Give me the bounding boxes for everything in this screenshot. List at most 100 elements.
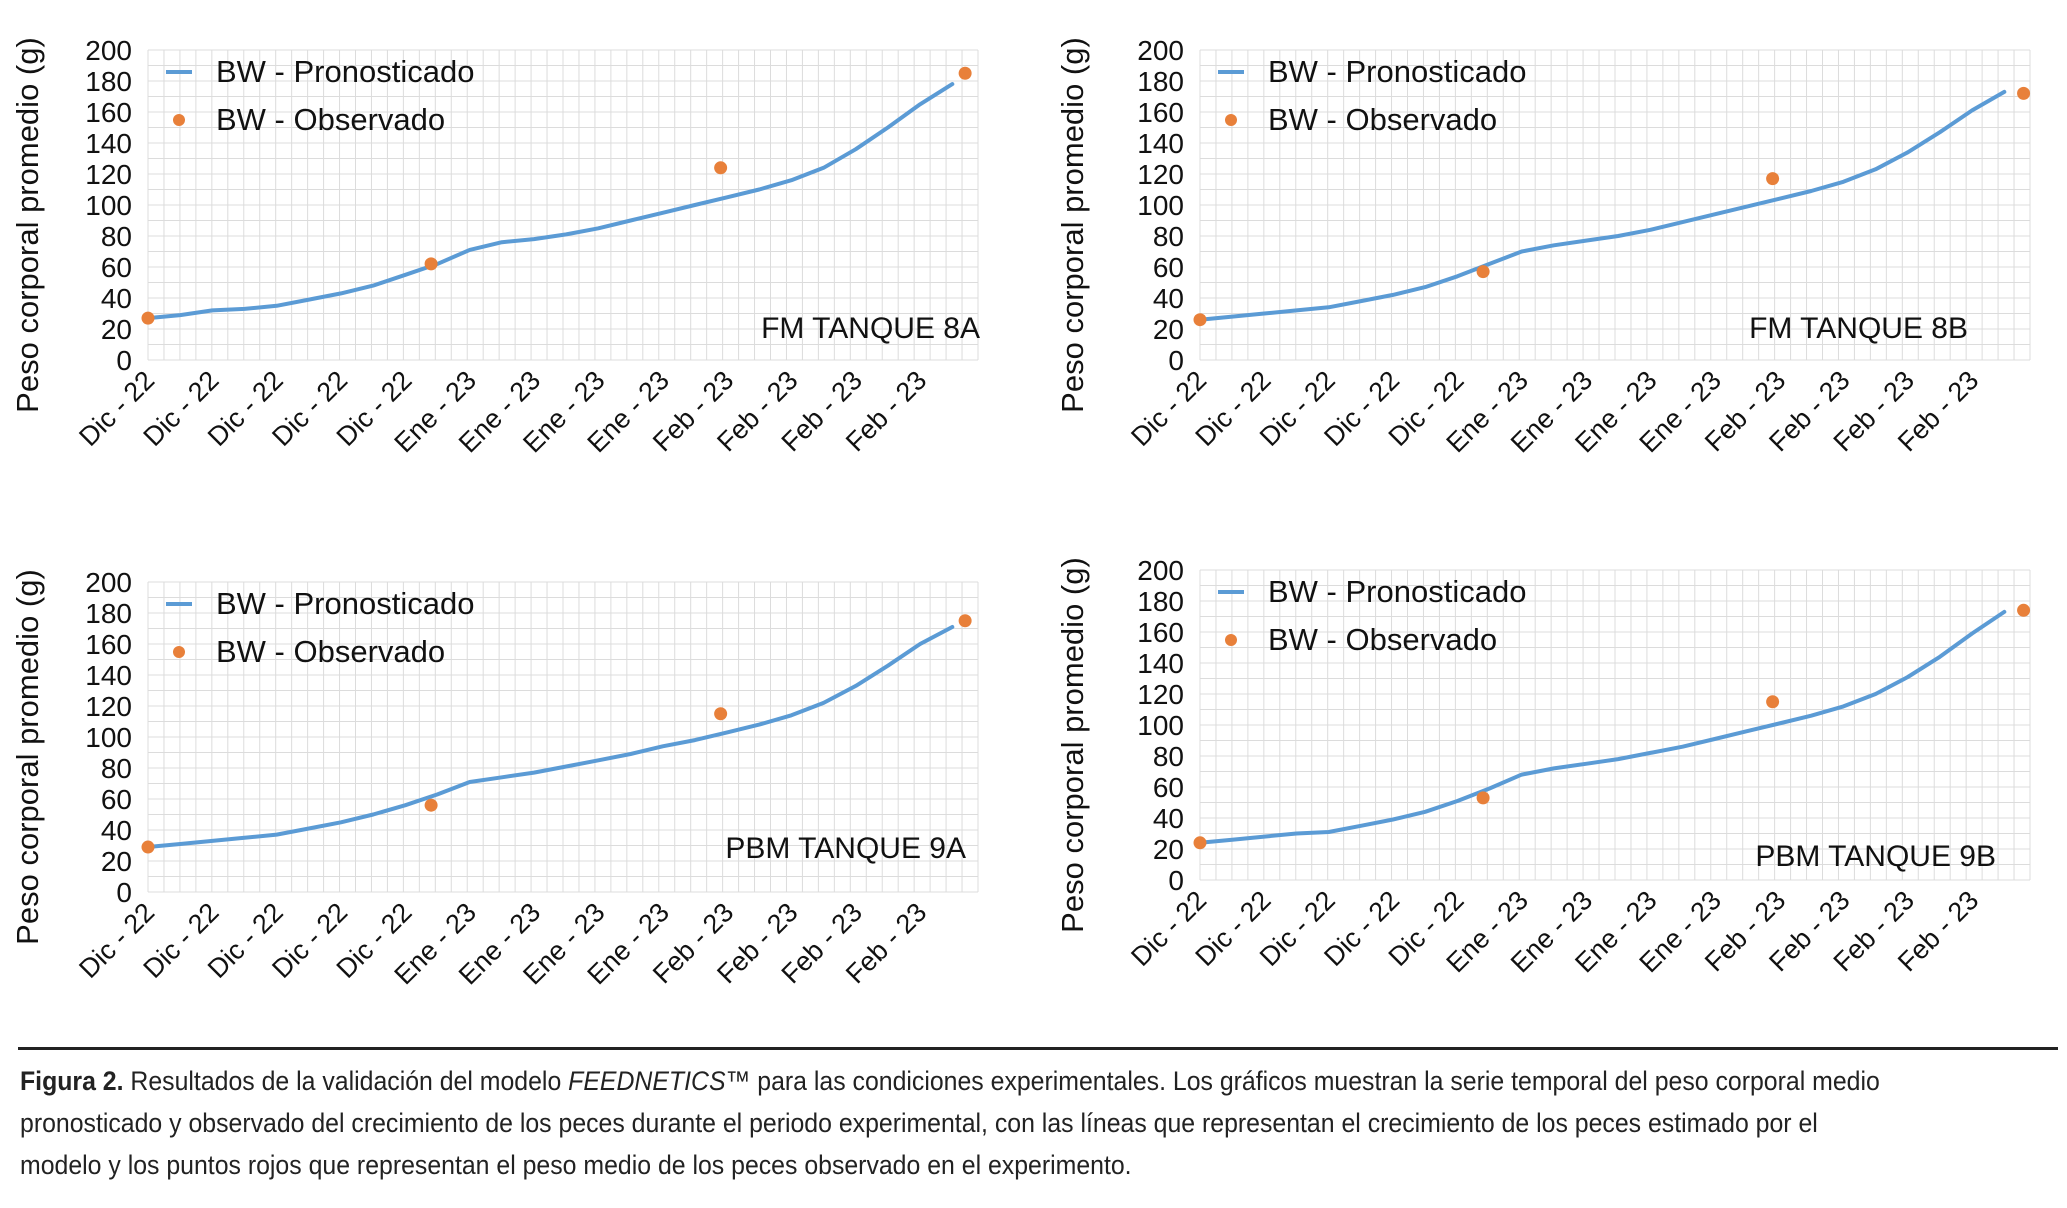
y-axis-label: Peso corporal promedio (g) (1055, 557, 1090, 933)
observed-point (2017, 86, 2031, 100)
figure-caption: Figura 2. Resultados de la validación de… (20, 1060, 1888, 1186)
caption-text-before: Resultados de la validación del modelo (123, 1066, 569, 1096)
y-tick-label: 120 (85, 159, 132, 190)
y-tick-label: 80 (1153, 741, 1184, 772)
grid (1199, 49, 2031, 361)
y-axis-label: Peso corporal promedio (g) (10, 569, 45, 945)
legend: BW - Pronosticado BW - Observado (1218, 54, 1526, 137)
y-tick-label: 20 (101, 846, 132, 877)
series-line-forecast (146, 625, 955, 849)
tank-label: FM TANQUE 8A (761, 312, 980, 345)
observed-point (958, 614, 972, 628)
y-tick-label: 80 (101, 221, 132, 252)
y-tick-label: 200 (85, 567, 132, 598)
observed-point (141, 840, 155, 854)
observed-point (1476, 265, 1490, 279)
caption-model-name: FEEDNETICS™ (568, 1066, 751, 1096)
observed-point (714, 161, 728, 175)
legend-swatch-dot (1225, 114, 1237, 126)
y-tick-label: 100 (1137, 190, 1184, 221)
observed-point (1193, 836, 1207, 850)
y-tick-label: 180 (85, 66, 132, 97)
y-tick-label: 0 (116, 877, 132, 908)
y-tick-label: 20 (101, 314, 132, 345)
grid (1199, 569, 2031, 881)
y-tick-label: 120 (1137, 679, 1184, 710)
y-tick-label: 60 (101, 784, 132, 815)
tank-label: FM TANQUE 8B (1749, 312, 1968, 345)
y-tick-label: 160 (1137, 617, 1184, 648)
legend-label: BW - Observado (216, 634, 445, 669)
observed-point (1193, 313, 1207, 327)
y-tick-label: 0 (1168, 865, 1184, 896)
legend-label: BW - Observado (1268, 102, 1497, 137)
y-tick-label: 40 (101, 283, 132, 314)
y-tick-label: 180 (1137, 66, 1184, 97)
legend-swatch-dot (173, 646, 185, 658)
caption-label: Figura 2. (20, 1066, 124, 1096)
y-axis-label: Peso corporal promedio (g) (10, 37, 45, 413)
y-tick-label: 80 (1153, 221, 1184, 252)
observed-point (141, 311, 155, 325)
y-tick-label: 40 (1153, 283, 1184, 314)
observed-point (424, 798, 438, 812)
tank-label: PBM TANQUE 9A (725, 832, 966, 865)
y-tick-label: 160 (85, 629, 132, 660)
y-tick-label: 60 (101, 252, 132, 283)
legend-label: BW - Observado (216, 102, 445, 137)
y-tick-label: 20 (1153, 834, 1184, 865)
y-tick-label: 200 (1137, 35, 1184, 66)
grid (147, 49, 979, 361)
y-tick-label: 180 (1137, 586, 1184, 617)
series-line-forecast (146, 82, 955, 321)
legend-label: BW - Pronosticado (216, 54, 474, 89)
legend: BW - Pronosticado BW - Observado (166, 54, 474, 137)
y-tick-label: 0 (116, 345, 132, 376)
observed-point (714, 707, 728, 721)
caption-divider (18, 1047, 2058, 1050)
y-axis-label: Peso corporal promedio (g) (1055, 37, 1090, 413)
legend: BW - Pronosticado BW - Observado (1218, 574, 1526, 657)
legend-label: BW - Pronosticado (216, 586, 474, 621)
observed-point (1476, 791, 1490, 805)
y-tick-label: 0 (1168, 345, 1184, 376)
observed-point (1766, 695, 1780, 709)
y-tick-label: 200 (85, 35, 132, 66)
y-tick-label: 20 (1153, 314, 1184, 345)
tank-label: PBM TANQUE 9B (1755, 840, 1996, 873)
observed-point (424, 257, 438, 271)
y-tick-label: 140 (1137, 648, 1184, 679)
legend: BW - Pronosticado BW - Observado (166, 586, 474, 669)
legend-swatch-dot (1225, 634, 1237, 646)
observed-point (1766, 172, 1780, 186)
y-tick-label: 60 (1153, 252, 1184, 283)
y-tick-label: 180 (85, 598, 132, 629)
y-tick-label: 100 (1137, 710, 1184, 741)
legend-label: BW - Observado (1268, 622, 1497, 657)
caption-text-after: para las condiciones experimentales. Los… (20, 1066, 1880, 1180)
observed-point (958, 66, 972, 80)
y-tick-label: 140 (85, 128, 132, 159)
legend-label: BW - Pronosticado (1268, 574, 1526, 609)
y-tick-label: 200 (1137, 555, 1184, 586)
series-line-forecast (1198, 609, 2007, 845)
y-tick-label: 160 (85, 97, 132, 128)
y-tick-label: 120 (1137, 159, 1184, 190)
y-tick-label: 140 (1137, 128, 1184, 159)
series-line-forecast (1198, 89, 2007, 322)
y-tick-label: 100 (85, 190, 132, 221)
legend-swatch-dot (173, 114, 185, 126)
y-tick-label: 80 (101, 753, 132, 784)
y-tick-label: 120 (85, 691, 132, 722)
y-tick-label: 160 (1137, 97, 1184, 128)
observed-point (2017, 603, 2031, 617)
y-tick-label: 40 (1153, 803, 1184, 834)
y-tick-label: 140 (85, 660, 132, 691)
legend-label: BW - Pronosticado (1268, 54, 1526, 89)
y-tick-label: 60 (1153, 772, 1184, 803)
